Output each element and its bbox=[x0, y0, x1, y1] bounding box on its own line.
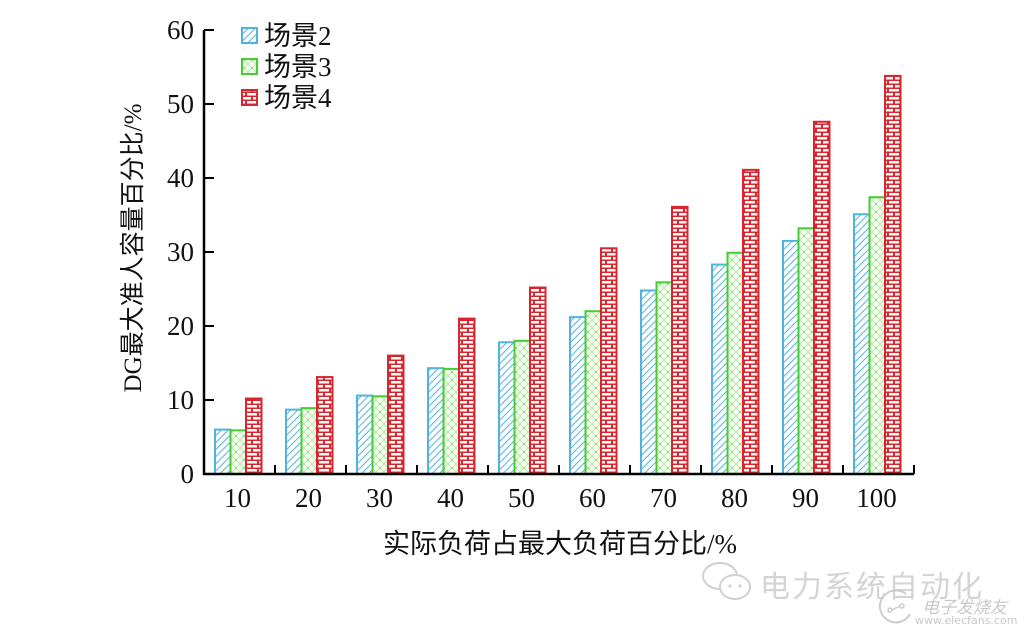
bar-70-series-3 bbox=[671, 205, 689, 476]
bar-20-series-3 bbox=[316, 376, 334, 475]
bar-20-series-2 bbox=[300, 407, 318, 476]
bar-group-60 bbox=[569, 247, 618, 476]
bar-group-100 bbox=[853, 74, 902, 476]
bar-50-series-2 bbox=[513, 339, 531, 475]
bar-group-50 bbox=[498, 286, 547, 475]
bar-10-series-1 bbox=[214, 428, 232, 476]
x-tick-label: 30 bbox=[366, 483, 393, 513]
bar-group-10 bbox=[214, 397, 263, 476]
bar-20-series-1 bbox=[285, 408, 303, 475]
y-tick-label: 30 bbox=[167, 237, 194, 267]
bar-group-70 bbox=[640, 205, 689, 476]
bar-100-series-1 bbox=[853, 213, 871, 475]
x-tick-label: 90 bbox=[792, 483, 819, 513]
watermark-site-url: www.elecfans.com bbox=[915, 614, 1018, 627]
bar-60-series-2 bbox=[584, 310, 602, 476]
watermark-text: 电力系统自动化 bbox=[760, 570, 984, 605]
y-tick-label: 0 bbox=[181, 459, 195, 489]
x-axis-title: 实际负荷占最大负荷百分比/% bbox=[383, 529, 737, 559]
x-tick-label: 10 bbox=[224, 483, 251, 513]
bar-80-series-3 bbox=[742, 168, 760, 476]
x-tick-label: 80 bbox=[721, 483, 748, 513]
bar-70-series-2 bbox=[655, 281, 673, 475]
bar-30-series-3 bbox=[387, 354, 405, 476]
bar-group-30 bbox=[356, 354, 405, 476]
bar-50-series-1 bbox=[498, 341, 516, 475]
bar-group-80 bbox=[711, 168, 760, 476]
y-axis-title: DG最大准人容量百分比/% bbox=[119, 104, 147, 393]
legend-swatch-icon bbox=[241, 89, 258, 106]
bar-10-series-3 bbox=[245, 397, 263, 475]
y-tick-label: 20 bbox=[167, 311, 194, 341]
x-tick-label: 60 bbox=[579, 483, 606, 513]
legend-swatch-icon bbox=[241, 58, 258, 75]
bar-50-series-3 bbox=[529, 286, 547, 475]
bar-40-series-2 bbox=[442, 367, 460, 476]
bar-30-series-1 bbox=[356, 394, 374, 475]
bar-90-series-2 bbox=[797, 227, 815, 475]
x-tick-label: 40 bbox=[437, 483, 464, 513]
legend-label: 场景3 bbox=[264, 52, 332, 82]
y-tick-label: 40 bbox=[167, 163, 194, 193]
watermark-wechat-icon bbox=[700, 560, 756, 611]
bar-group-40 bbox=[427, 317, 476, 476]
bar-80-series-2 bbox=[726, 251, 744, 475]
legend-swatch-icon bbox=[241, 27, 258, 44]
bar-90-series-3 bbox=[813, 120, 831, 475]
y-tick-label: 50 bbox=[167, 89, 194, 119]
bar-40-series-1 bbox=[427, 367, 445, 475]
bar-100-series-2 bbox=[868, 196, 886, 476]
legend-label: 场景2 bbox=[264, 21, 332, 51]
bar-10-series-2 bbox=[229, 429, 247, 475]
bar-40-series-3 bbox=[458, 317, 476, 475]
x-tick-label: 20 bbox=[295, 483, 322, 513]
bar-60-series-3 bbox=[600, 247, 618, 475]
watermark-site-name: 电子发烧友 bbox=[922, 598, 1007, 618]
bar-70-series-1 bbox=[640, 289, 658, 476]
bar-90-series-1 bbox=[782, 239, 800, 475]
bar-group-90 bbox=[782, 120, 831, 475]
y-tick-label: 60 bbox=[167, 15, 194, 45]
legend-label: 场景4 bbox=[264, 83, 332, 113]
bar-group-20 bbox=[285, 376, 334, 476]
x-tick-label: 70 bbox=[650, 483, 677, 513]
elecfans-logo-icon bbox=[876, 588, 916, 633]
x-tick-label: 100 bbox=[856, 483, 897, 513]
x-tick-label: 50 bbox=[508, 483, 535, 513]
bar-30-series-2 bbox=[371, 395, 389, 475]
bar-80-series-1 bbox=[711, 263, 729, 475]
bar-100-series-3 bbox=[884, 74, 902, 475]
y-tick-label: 10 bbox=[167, 385, 194, 415]
bar-60-series-1 bbox=[569, 316, 587, 475]
